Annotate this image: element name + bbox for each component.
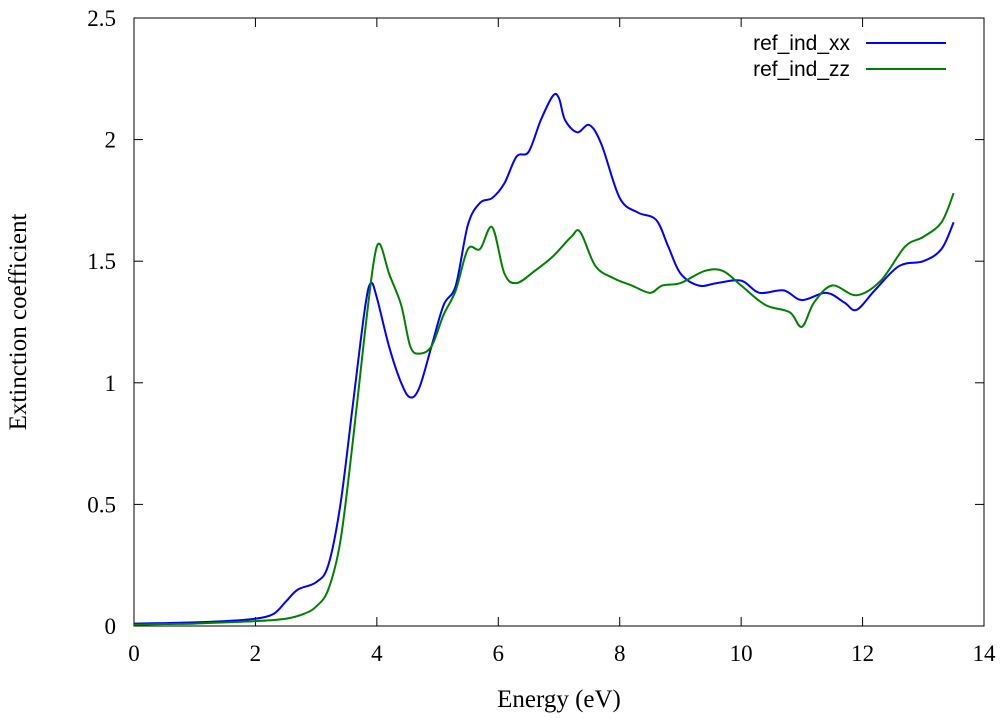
x-tick-label: 4 xyxy=(371,641,383,666)
x-tick-label: 14 xyxy=(973,641,997,666)
x-axis-title: Energy (eV) xyxy=(497,686,621,713)
series-line-ref-ind-xx xyxy=(133,92,955,625)
plot-frame xyxy=(133,17,985,627)
y-tick-label: 1 xyxy=(105,371,117,396)
x-tick-label: 12 xyxy=(851,641,874,666)
y-tick-label: 2.5 xyxy=(87,6,116,31)
y-tick-label: 2 xyxy=(105,128,117,153)
series-line-ref-ind-zz xyxy=(133,192,955,626)
series-group xyxy=(133,92,955,626)
y-axis-title: Extinction coefficient xyxy=(5,214,32,431)
legend-label-ref-ind-zz: ref_ind_zz xyxy=(753,58,850,81)
x-tick-label: 6 xyxy=(493,641,505,666)
legend-label-ref-ind-xx: ref_ind_xx xyxy=(753,32,850,55)
x-tick-label: 2 xyxy=(250,641,262,666)
y-tick-label: 1.5 xyxy=(87,249,116,274)
y-tick-label: 0.5 xyxy=(87,492,116,517)
y-tick-label: 0 xyxy=(105,614,117,639)
legend: ref_ind_xx ref_ind_zz xyxy=(753,32,946,81)
tick-labels: 0 2 4 6 8 10 12 14 0 0.5 1 1.5 2 2.5 xyxy=(87,6,996,666)
axis-ticks xyxy=(133,17,985,627)
x-tick-label: 10 xyxy=(730,641,753,666)
x-tick-label: 8 xyxy=(614,641,626,666)
x-tick-label: 0 xyxy=(128,641,140,666)
